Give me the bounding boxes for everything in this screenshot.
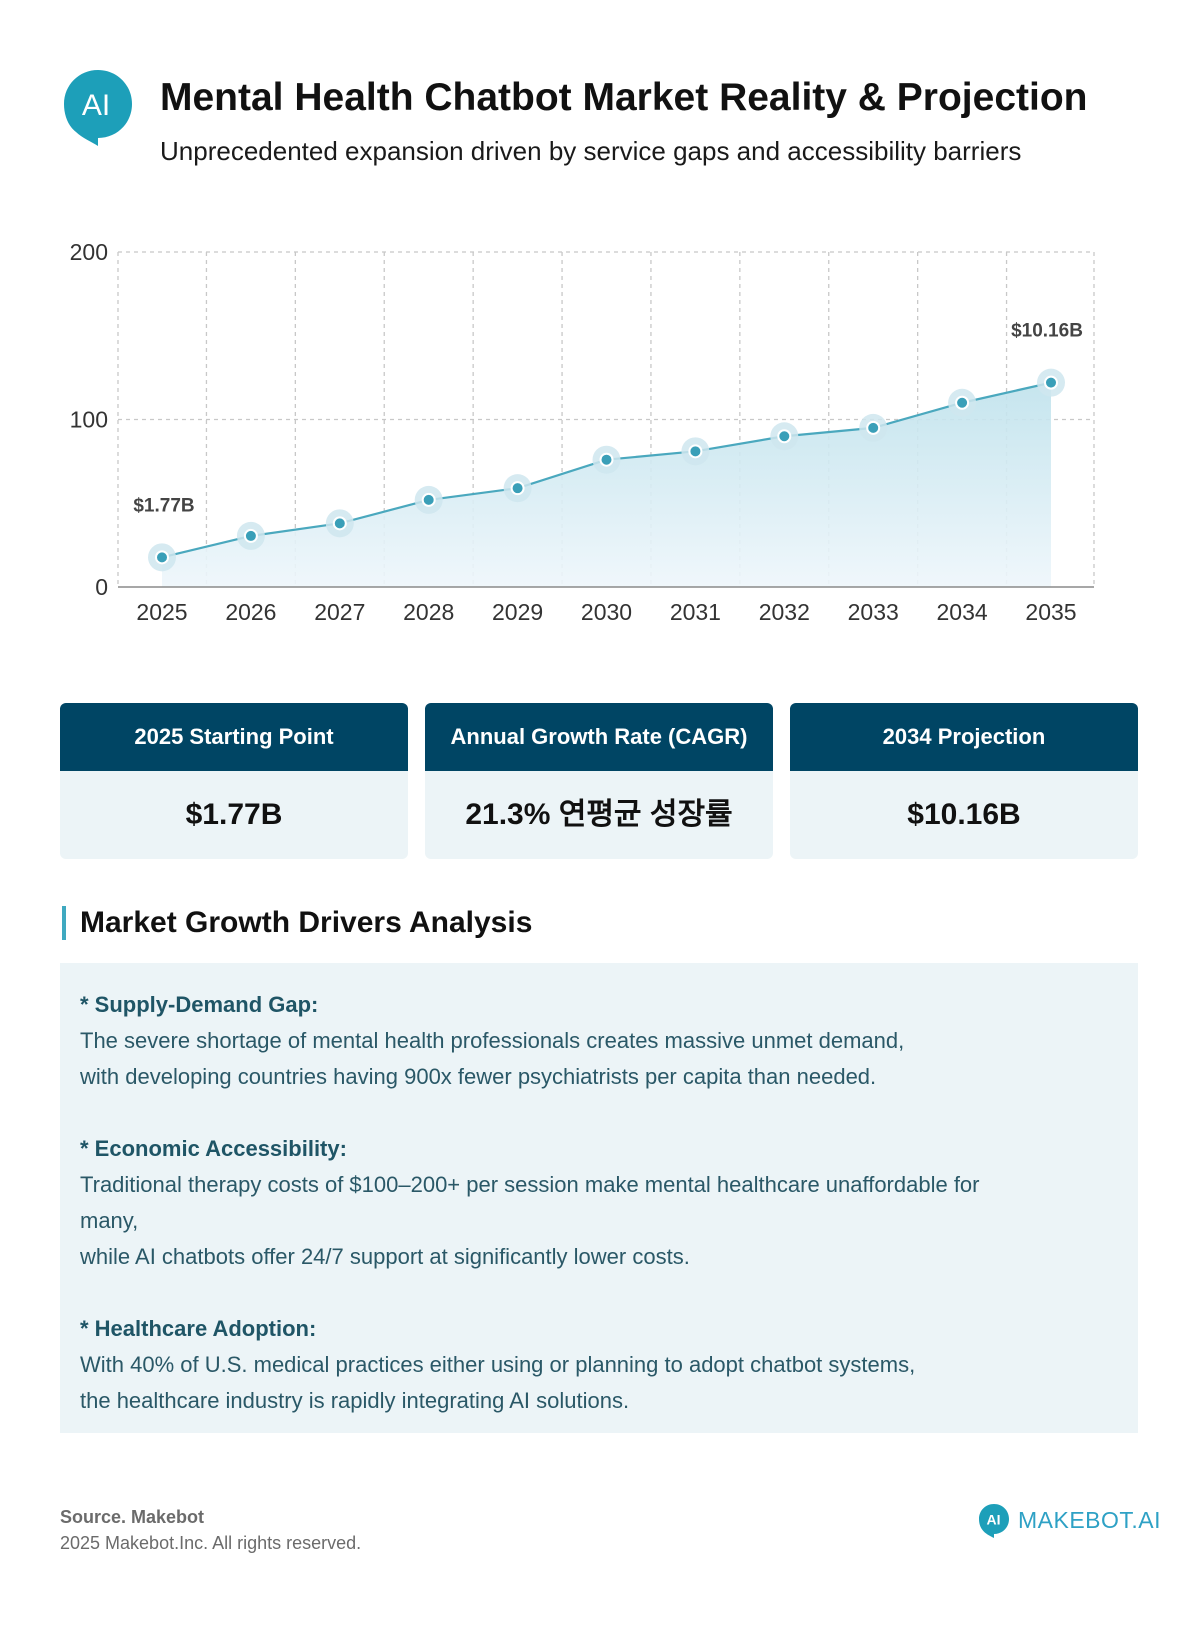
data-point — [243, 528, 258, 543]
x-tick-label: 2031 — [670, 599, 721, 625]
card-cagr: Annual Growth Rate (CAGR) 21.3% 연평균 성장률 — [425, 703, 773, 859]
x-tick-label: 2035 — [1025, 599, 1076, 625]
card-header: 2034 Projection — [790, 703, 1138, 771]
data-point — [777, 429, 792, 444]
driver-title: * Economic Accessibility: — [80, 1136, 347, 1161]
y-tick-label: 100 — [70, 407, 108, 433]
driver-item: * Healthcare Adoption: With 40% of U.S. … — [80, 1311, 1118, 1419]
y-tick-label: 0 — [95, 574, 108, 600]
section-title: Market Growth Drivers Analysis — [62, 906, 532, 940]
data-label: $1.77B — [133, 495, 194, 516]
drivers-panel: * Supply-Demand Gap: The severe shortage… — [60, 963, 1138, 1433]
footer-copyright: 2025 Makebot.Inc. All rights reserved. — [60, 1533, 362, 1553]
data-point — [155, 550, 169, 565]
data-point — [866, 420, 881, 435]
brand-name: MAKEBOT.AI — [1018, 1507, 1162, 1533]
summary-cards: 2025 Starting Point $1.77B Annual Growth… — [60, 703, 1138, 859]
market-chart-svg: 0 100 200 2025 2026 2027 2028 2029 2030 2031 2032 2… — [70, 239, 1095, 625]
page-title: Mental Health Chatbot Market Reality & P… — [160, 76, 1088, 119]
card-projection: 2034 Projection $10.16B — [790, 703, 1138, 859]
x-tick-label: 2030 — [581, 599, 632, 625]
driver-title: * Supply-Demand Gap: — [80, 992, 319, 1017]
x-tick-label: 2026 — [225, 599, 276, 625]
driver-item: * Economic Accessibility: Traditional th… — [80, 1131, 1118, 1275]
driver-text: Traditional therapy costs of $100–200+ p… — [80, 1172, 980, 1269]
driver-title: * Healthcare Adoption: — [80, 1316, 317, 1341]
data-point — [510, 481, 525, 496]
x-tick-label: 2025 — [136, 599, 187, 625]
data-label: $10.16B — [1011, 321, 1083, 342]
driver-text: The severe shortage of mental health pro… — [80, 1028, 905, 1089]
data-point — [688, 444, 703, 459]
page-subtitle: Unprecedented expansion driven by servic… — [160, 136, 1022, 166]
ai-speech-bubble-icon: AI — [64, 70, 132, 146]
x-tick-label: 2032 — [759, 599, 810, 625]
data-point — [599, 452, 614, 467]
brand-icon-text: AI — [987, 1512, 1001, 1528]
x-tick-label: 2027 — [314, 599, 365, 625]
card-header: Annual Growth Rate (CAGR) — [425, 703, 773, 771]
x-tick-label: 2028 — [403, 599, 454, 625]
area-fill — [162, 382, 1051, 587]
data-point — [332, 516, 347, 531]
card-starting-point: 2025 Starting Point $1.77B — [60, 703, 408, 859]
driver-text: With 40% of U.S. medical practices eithe… — [80, 1352, 916, 1413]
card-value: 21.3% 연평균 성장률 — [465, 798, 733, 831]
y-tick-label: 200 — [70, 239, 108, 265]
driver-item: * Supply-Demand Gap: The severe shortage… — [80, 987, 1118, 1095]
footer-source: Source. Makebot — [60, 1507, 205, 1527]
data-point — [421, 492, 436, 507]
card-value: $10.16B — [907, 798, 1021, 831]
logo-text: AI — [82, 89, 110, 122]
brand-logo: AI MAKEBOT.AI — [978, 1503, 1161, 1539]
card-value: $1.77B — [185, 798, 283, 831]
x-tick-label: 2034 — [937, 599, 988, 625]
header: AI Mental Health Chatbot Market Reality … — [62, 68, 1162, 178]
x-tick-label: 2029 — [492, 599, 543, 625]
data-point — [1044, 375, 1058, 390]
data-point — [955, 395, 970, 410]
card-header: 2025 Starting Point — [60, 703, 408, 771]
makebot-logo-icon: AI — [979, 1504, 1009, 1538]
x-tick-label: 2033 — [848, 599, 899, 625]
market-chart: 0 100 200 2025 2026 2027 2028 2029 2030 2031 2032 2… — [0, 230, 1200, 660]
